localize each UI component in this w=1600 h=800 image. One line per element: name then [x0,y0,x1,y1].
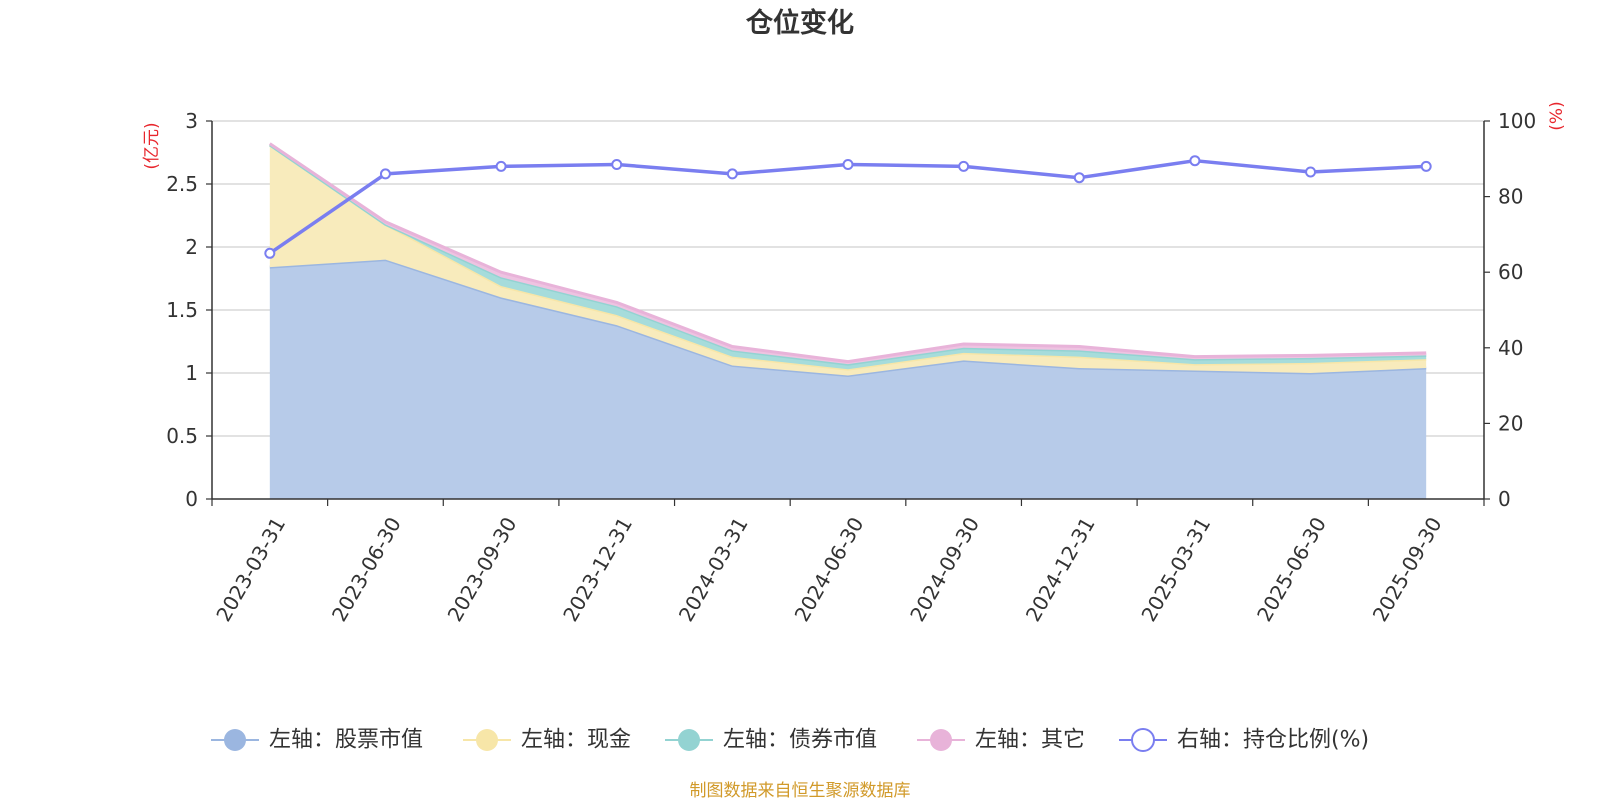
ratio-point [1420,160,1432,172]
legend-item-4: 左轴：其它 [917,728,1085,753]
left-tick-label: 2 [185,235,198,259]
legend-symbol-icon [1131,728,1155,752]
legend-item-5: 右轴：持仓比例(%) [1119,728,1369,753]
area-series-1 [269,259,1427,499]
left-tick-label: 1.5 [166,298,198,322]
left-tick-label: 3 [185,109,198,133]
x-tick-label: 2024-03-31 [674,513,753,626]
ratio-point [1073,172,1085,184]
legend-symbol-icon [678,729,700,751]
left-axis-ticks: 0 0.5 1 1.5 2 2.5 3 [166,109,212,511]
ratio-point [842,158,854,170]
x-tick-label: 2025-09-30 [1368,513,1447,626]
legend-label: 左轴：其它 [975,728,1085,753]
x-tick-label: 2024-09-30 [905,513,984,626]
data-source-note: 制图数据来自恒生聚源数据库 [690,781,911,800]
right-tick-label: 40 [1498,336,1523,360]
x-tick-label: 2024-12-31 [1021,513,1100,626]
right-axis-unit: (%) [1547,101,1567,130]
right-tick-label: 20 [1498,411,1523,435]
right-tick-label: 0 [1498,487,1511,511]
x-axis-ticks: 2023-03-31 2023-06-30 2023-09-30 2023-12-31… [211,499,1485,626]
x-tick-label: 2023-09-30 [443,513,522,626]
ratio-point [726,168,738,180]
left-axis-unit: (亿元) [142,122,162,169]
legend-label: 左轴：现金 [521,728,631,753]
right-tick-label: 100 [1498,109,1536,133]
ratio-point [264,247,276,259]
x-tick-label: 2025-03-31 [1136,513,1215,626]
left-tick-label: 0 [185,487,198,511]
legend-symbol-icon [476,729,498,751]
ratio-point [495,160,507,172]
ratio-point [379,168,391,180]
area-edge-series-4 [268,142,1427,364]
left-tick-label: 2.5 [166,172,198,196]
legend-symbol-icon [930,729,952,751]
holding-ratio-line [264,155,1432,259]
legend-label: 左轴：债券市值 [723,728,877,753]
ratio-line-path [268,158,1427,255]
x-tick-label: 2025-06-30 [1252,513,1331,626]
legend-symbol-icon [224,729,246,751]
chart-title: 仓位变化 [745,7,854,39]
ratio-point [958,160,970,172]
x-tick-label: 2023-03-31 [211,513,290,626]
legend-item-1: 左轴：股票市值 [211,728,423,753]
stacked-areas [268,142,1427,499]
ratio-point [611,158,623,170]
ratio-point [1189,155,1201,167]
x-tick-label: 2023-06-30 [327,513,406,626]
x-tick-label: 2024-06-30 [789,513,868,626]
right-tick-label: 80 [1498,185,1523,209]
legend: 左轴：股票市值 左轴：现金 左轴：债券市值 左轴：其它 右轴：持仓比例(%) [211,728,1369,753]
legend-item-3: 左轴：债券市值 [665,728,877,753]
right-tick-label: 60 [1498,260,1523,284]
ratio-point [1305,166,1317,178]
right-axis-ticks: 0 20 40 60 80 100 [1484,109,1536,511]
legend-label: 左轴：股票市值 [269,728,423,753]
x-tick-label: 2023-12-31 [558,513,637,626]
legend-item-2: 左轴：现金 [463,728,631,753]
left-tick-label: 0.5 [166,424,198,448]
left-tick-label: 1 [185,361,198,385]
legend-label: 右轴：持仓比例(%) [1177,728,1369,753]
